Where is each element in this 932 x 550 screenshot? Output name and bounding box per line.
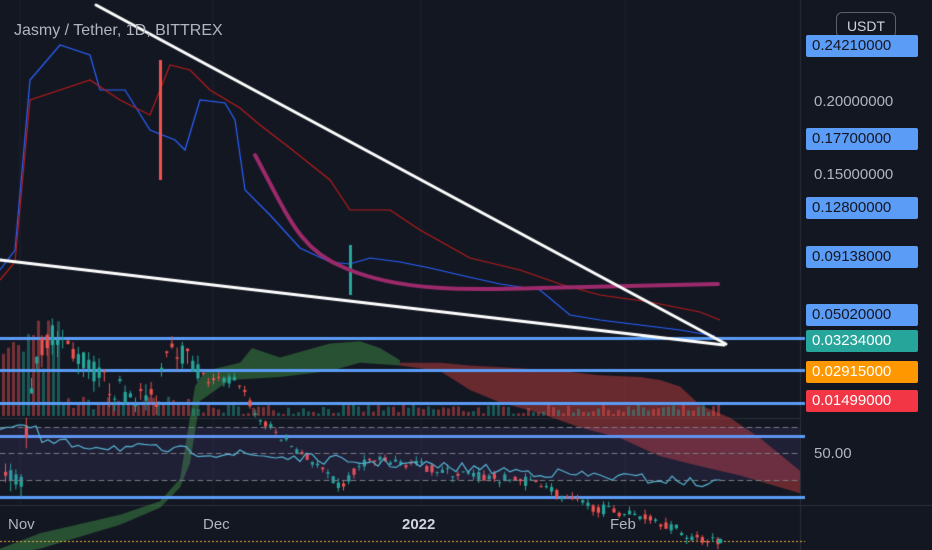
x-tick-dec: Dec: [203, 516, 230, 533]
currency-button[interactable]: USDT: [836, 12, 896, 38]
price-level-badge: 0.05020000: [806, 304, 918, 326]
price-level-badge: 0.17700000: [806, 128, 918, 150]
price-level-badge: 0.09138000: [806, 246, 918, 268]
y-tick-label: 0.20000000: [814, 93, 894, 110]
price-level-badge: 0.12800000: [806, 197, 918, 219]
chart-title: Jasmy / Tether, 1D, BITTREX: [14, 22, 223, 39]
x-tick-2022: 2022: [402, 516, 436, 533]
price-level-badge: 0.24210000: [806, 35, 918, 57]
price-level-badge: 0.01499000: [806, 390, 918, 412]
price-level-badge: 0.02915000: [806, 361, 918, 383]
price-level-badge: 0.03234000: [806, 330, 918, 352]
y-tick-label: 0.15000000: [814, 166, 894, 183]
x-tick-nov: Nov: [8, 516, 35, 533]
rsi-tick-label: 50.00: [814, 445, 852, 462]
x-tick-feb: Feb: [610, 516, 636, 533]
